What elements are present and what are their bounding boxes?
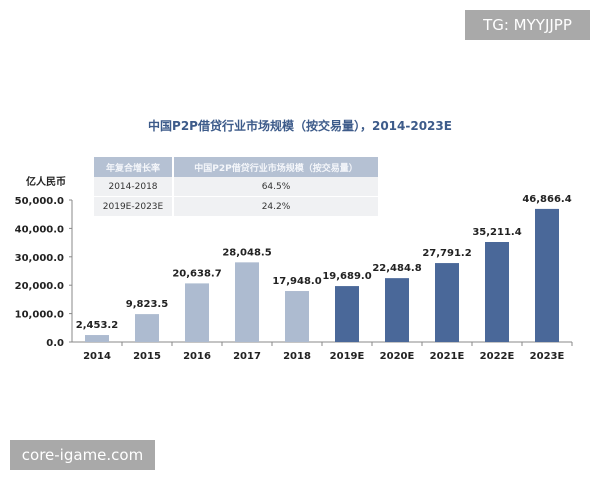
- bar-2023E: [535, 208, 559, 342]
- watermark-top: TG: MYYJJPP: [465, 10, 590, 40]
- x-tick-label: 2014: [83, 351, 111, 362]
- bar-2019E: [335, 286, 359, 342]
- data-label: 27,791.2: [422, 248, 471, 259]
- table-header: 年复合增长率: [94, 157, 174, 177]
- data-label: 28,048.5: [222, 247, 271, 258]
- data-label: 19,689.0: [322, 271, 371, 282]
- bar-2016: [185, 283, 209, 342]
- bar-2017: [235, 262, 259, 342]
- table-cell: 24.2%: [173, 196, 380, 217]
- bar-2018: [285, 291, 309, 342]
- x-tick-label: 2022E: [480, 351, 515, 362]
- bar-2022E: [485, 241, 509, 342]
- x-tick-label: 2017: [233, 351, 261, 362]
- table-header: 中国P2P借贷行业市场规模（按交易量）: [173, 157, 380, 177]
- y-axis-unit: 亿人民币: [26, 177, 66, 188]
- bar-2020E: [385, 278, 409, 342]
- y-tick-label: 50,000.0: [15, 196, 64, 207]
- data-label: 20,638.7: [172, 268, 221, 279]
- data-label: 2,453.2: [76, 320, 118, 331]
- x-tick-label: 2023E: [530, 351, 565, 362]
- data-label: 17,948.0: [272, 276, 321, 287]
- y-tick-label: 20,000.0: [15, 281, 64, 292]
- bar-2014: [85, 335, 109, 342]
- watermark-bottom: core-igame.com: [10, 440, 155, 470]
- chart-title: 中国P2P借贷行业市场规模（按交易量），2014-2023E: [148, 119, 452, 133]
- x-tick-label: 2021E: [430, 351, 465, 362]
- x-tick-label: 2018: [283, 351, 311, 362]
- table-row: 2019E-2023E 24.2%: [94, 196, 380, 217]
- data-label: 22,484.8: [372, 263, 421, 274]
- y-tick-label: 10,000.0: [15, 310, 64, 321]
- x-tick-label: 2020E: [380, 351, 415, 362]
- y-tick-label: 40,000.0: [15, 224, 64, 235]
- x-tick-label: 2019E: [330, 351, 365, 362]
- data-label: 46,866.4: [522, 194, 571, 205]
- y-tick-label: 30,000.0: [15, 253, 64, 264]
- x-tick-label: 2015: [133, 351, 161, 362]
- cagr-table: 年复合增长率 中国P2P借贷行业市场规模（按交易量） 2014-2018 64.5%…: [94, 157, 380, 217]
- x-tick-label: 2016: [183, 351, 211, 362]
- data-label: 9,823.5: [126, 299, 168, 310]
- data-label: 35,211.4: [472, 227, 521, 238]
- y-tick-label: 0.0: [46, 338, 64, 349]
- table-row: 2014-2018 64.5%: [94, 177, 380, 197]
- table-cell: 2019E-2023E: [94, 196, 174, 217]
- bar-2021E: [435, 263, 459, 342]
- bar-2015: [135, 314, 159, 342]
- table-cell: 2014-2018: [94, 177, 174, 197]
- table-cell: 64.5%: [173, 177, 380, 197]
